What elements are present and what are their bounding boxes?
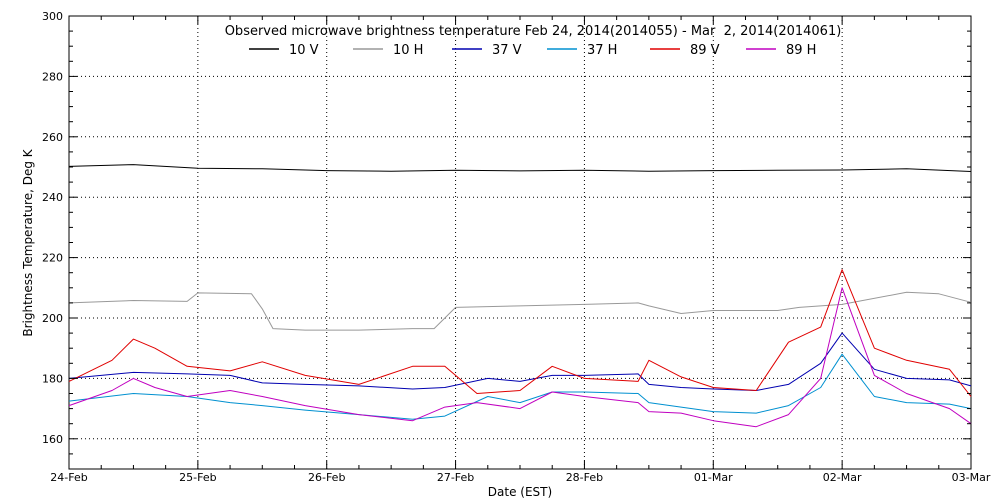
y-tick-label: 260 — [42, 131, 63, 144]
series-line-10h — [68, 291, 972, 331]
y-tick-label: 160 — [42, 433, 63, 446]
x-tick-label: 01-Mar — [694, 471, 733, 484]
series-line-37h — [68, 353, 972, 420]
legend-label: 37 V — [492, 43, 522, 58]
y-axis-ticks: 160 180 200 220 240 260 280 300 — [42, 10, 971, 455]
series-line-10v — [68, 164, 972, 172]
x-axis-title: Date (EST) — [488, 485, 552, 499]
y-axis-title: Brightness Temperature, Deg K — [21, 148, 35, 336]
x-axis-ticks: 24-Feb 25-Feb 26-Feb 27-Feb 28-Feb 01-Mar 02-M… — [50, 16, 991, 484]
series-line-37v — [68, 332, 972, 391]
legend-label: 89 V — [690, 43, 720, 58]
y-tick-label: 180 — [42, 372, 63, 385]
legend-label: 37 H — [587, 43, 617, 58]
legend-label: 89 H — [786, 43, 816, 58]
series-lines — [68, 164, 972, 428]
series-line-89v — [68, 269, 972, 397]
y-tick-label: 300 — [42, 10, 63, 23]
x-tick-label: 24-Feb — [50, 471, 87, 484]
legend: 10 V 10 H 37 V 37 H 89 V 89 H — [249, 43, 816, 58]
chart-title: Observed microwave brightness temperatur… — [225, 24, 842, 39]
y-tick-label: 280 — [42, 70, 63, 83]
legend-label: 10 V — [289, 43, 319, 58]
x-tick-label: 26-Feb — [308, 471, 345, 484]
series-line-89h — [68, 287, 972, 428]
x-tick-label: 27-Feb — [437, 471, 474, 484]
y-tick-label: 240 — [42, 191, 63, 204]
x-tick-label: 02-Mar — [823, 471, 862, 484]
grid-lines — [69, 16, 971, 469]
y-tick-label: 200 — [42, 312, 63, 325]
x-tick-label: 25-Feb — [179, 471, 216, 484]
x-tick-label: 28-Feb — [566, 471, 603, 484]
x-tick-label: 03-Mar — [952, 471, 991, 484]
plot-frame — [68, 15, 972, 470]
legend-label: 10 H — [393, 43, 423, 58]
y-tick-label: 220 — [42, 252, 63, 265]
